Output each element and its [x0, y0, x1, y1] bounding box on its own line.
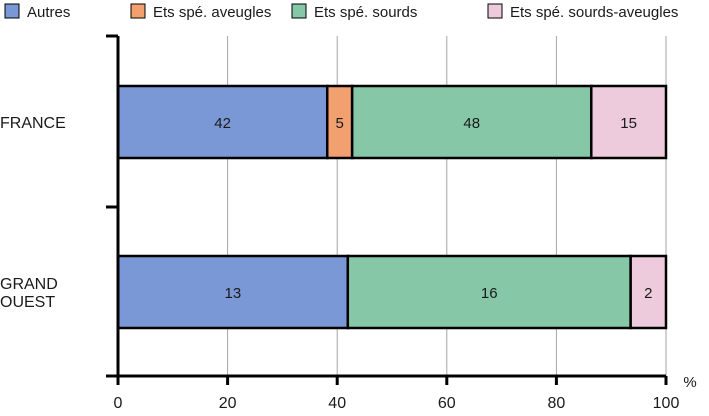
legend-swatch-autres	[4, 3, 20, 19]
legend-label-ets-spe-aveugles: Ets spé. aveugles	[153, 4, 271, 21]
bar-grand-ouest-ets-spe-sourds-aveugles	[629, 254, 668, 330]
data-label-france-ets-spe-aveugles: 5	[336, 115, 344, 132]
bar-france-autres	[116, 84, 329, 160]
bars	[116, 84, 668, 330]
data-label-grand-ouest-ets-spe-sourds-aveugles: 2	[644, 285, 652, 302]
legend-label-ets-spe-sourds-aveugles: Ets spé. sourds-aveugles	[510, 4, 678, 21]
data-label-france-ets-spe-sourds: 48	[463, 115, 480, 132]
x-tick-label-100: 100	[653, 395, 680, 412]
legend-label-ets-spe-sourds: Ets spé. sourds	[314, 4, 417, 21]
x-tick-label-60: 60	[438, 395, 456, 412]
x-tick-label-40: 40	[328, 395, 346, 412]
bar-france-ets-spe-sourds-aveugles	[590, 84, 668, 160]
category-label-france: FRANCE	[0, 115, 66, 132]
bar-grand-ouest-autres	[116, 254, 350, 330]
axes	[106, 34, 668, 385]
legend-swatch-ets-spe-aveugles	[130, 3, 146, 19]
legend-swatch-ets-spe-sourds	[291, 3, 307, 19]
bar-france-ets-spe-sourds	[350, 84, 593, 160]
data-label-france-autres: 42	[214, 115, 231, 132]
legend-swatch-ets-spe-sourds-aveugles	[487, 3, 503, 19]
data-label-france-ets-spe-sourds-aveugles: 15	[620, 115, 637, 132]
x-axis-unit: %	[683, 374, 696, 391]
data-label-grand-ouest-ets-spe-sourds: 16	[481, 285, 498, 302]
x-tick-label-20: 20	[219, 395, 237, 412]
x-tick-label-80: 80	[548, 395, 566, 412]
data-label-grand-ouest-autres: 13	[225, 285, 242, 302]
category-label-grand-ouest-line-2: OUEST	[0, 294, 55, 311]
legend: Autres Ets spé. aveugles Ets spé. sourds Et…	[4, 3, 678, 21]
legend-label-autres: Autres	[27, 4, 70, 21]
x-tick-label-0: 0	[114, 395, 123, 412]
category-label-grand-ouest-line-1: GRAND	[0, 276, 58, 293]
